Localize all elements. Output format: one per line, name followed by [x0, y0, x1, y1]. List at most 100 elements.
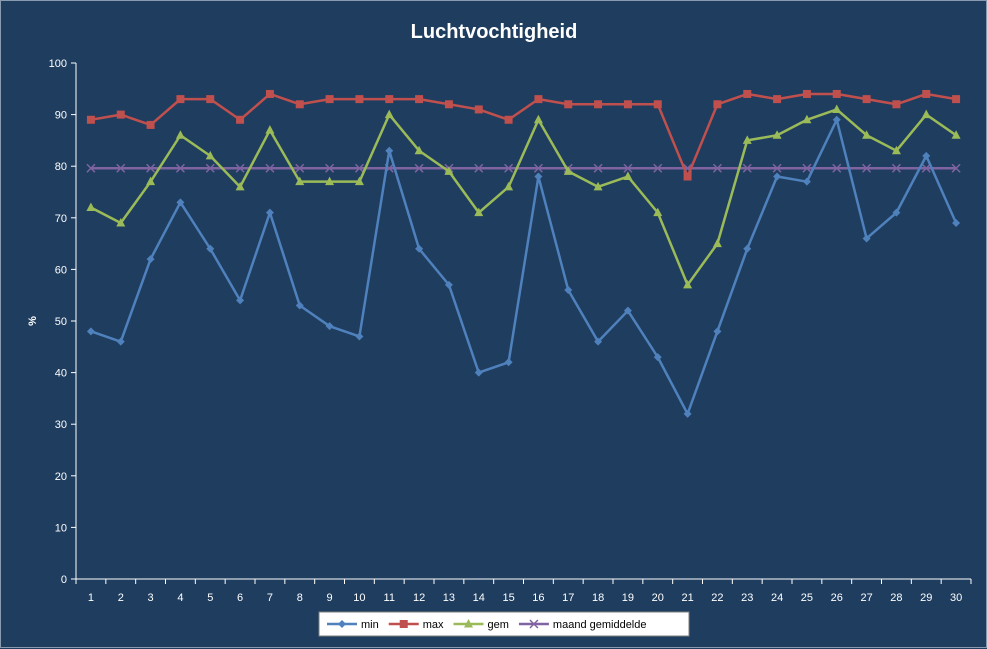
data-point [474, 207, 484, 217]
data-point [385, 146, 394, 155]
data-point [504, 115, 513, 124]
x-tick-label: 19 [622, 592, 634, 604]
series-gem [86, 104, 961, 289]
data-point [594, 100, 603, 109]
series-layer [86, 89, 961, 418]
data-point [325, 322, 334, 331]
data-point [534, 172, 543, 181]
legend-label: max [423, 619, 444, 631]
data-point [236, 296, 245, 305]
data-point [146, 163, 156, 173]
series-max [86, 89, 961, 181]
data-point [116, 110, 125, 119]
x-tick-label: 27 [860, 592, 872, 604]
data-point [444, 280, 453, 289]
data-point [504, 163, 514, 173]
series-line [90, 108, 957, 287]
x-tick-label: 2 [118, 592, 124, 604]
data-point [623, 163, 633, 173]
data-point [265, 125, 275, 134]
x-tick-label: 3 [148, 592, 154, 604]
data-point [772, 130, 782, 139]
y-tick-label: 20 [55, 471, 67, 483]
data-point [384, 109, 394, 119]
data-point [146, 120, 155, 129]
x-tick-label: 28 [890, 592, 902, 604]
data-point [86, 115, 95, 124]
data-point [653, 207, 663, 217]
data-point [773, 172, 782, 181]
data-point [713, 327, 722, 336]
data-point [534, 95, 543, 104]
data-point [594, 337, 603, 346]
data-point [891, 145, 901, 155]
data-point [295, 301, 304, 310]
x-tick-label: 18 [592, 592, 604, 604]
data-point [116, 163, 126, 173]
data-point [742, 163, 752, 173]
data-point [892, 100, 901, 109]
data-point [623, 306, 632, 315]
x-tick-label: 12 [413, 592, 425, 604]
data-point [325, 163, 335, 173]
data-point [444, 166, 454, 175]
data-point [235, 181, 245, 191]
x-tick-label: 10 [353, 592, 365, 604]
data-point [653, 163, 663, 173]
data-point [623, 171, 633, 181]
legend-swatch-marker [529, 619, 539, 629]
data-point [921, 109, 931, 119]
data-point [742, 135, 752, 144]
data-point [176, 198, 185, 207]
data-point [921, 163, 931, 173]
y-tick-label: 0 [61, 574, 67, 586]
data-point [832, 163, 842, 173]
series-line [90, 92, 957, 178]
data-point [176, 95, 185, 104]
data-point [295, 176, 305, 186]
data-point [354, 176, 364, 186]
data-point [265, 89, 274, 98]
data-point [415, 244, 424, 253]
x-tick-label: 20 [652, 592, 664, 604]
series-min [86, 115, 961, 418]
x-tick-label: 8 [297, 592, 303, 604]
x-tick-label: 22 [711, 592, 723, 604]
x-tick-label: 6 [237, 592, 243, 604]
data-point [206, 244, 215, 253]
series-line [90, 118, 958, 416]
data-point [773, 95, 782, 104]
legend: min max gem maand gemiddelde [318, 611, 690, 637]
data-point [444, 100, 453, 109]
data-point [414, 145, 424, 155]
data-point [474, 163, 484, 173]
x-tick-label: 21 [681, 592, 693, 604]
data-point [891, 163, 901, 173]
data-point [772, 163, 782, 173]
data-point [86, 327, 95, 336]
data-point [474, 105, 483, 114]
data-point [116, 337, 125, 346]
data-point [683, 172, 692, 181]
legend-item: gem [453, 619, 509, 631]
data-point [236, 115, 245, 124]
y-tick-label: 60 [55, 264, 67, 276]
data-point [862, 130, 872, 139]
data-point [175, 130, 185, 139]
y-tick-label: 40 [55, 368, 67, 380]
legend-label: min [361, 619, 379, 631]
data-point [325, 95, 334, 104]
data-point [593, 163, 603, 173]
data-point [802, 114, 812, 124]
data-point [295, 163, 305, 173]
data-point [325, 176, 335, 186]
data-point [952, 218, 961, 227]
data-point [235, 163, 245, 173]
legend-item: maand gemiddelde [518, 619, 647, 631]
data-point [892, 208, 901, 217]
x-tick-label: 5 [207, 592, 213, 604]
data-point [802, 177, 811, 186]
y-tick-label: 100 [49, 58, 67, 70]
y-tick-label: 10 [55, 522, 67, 534]
